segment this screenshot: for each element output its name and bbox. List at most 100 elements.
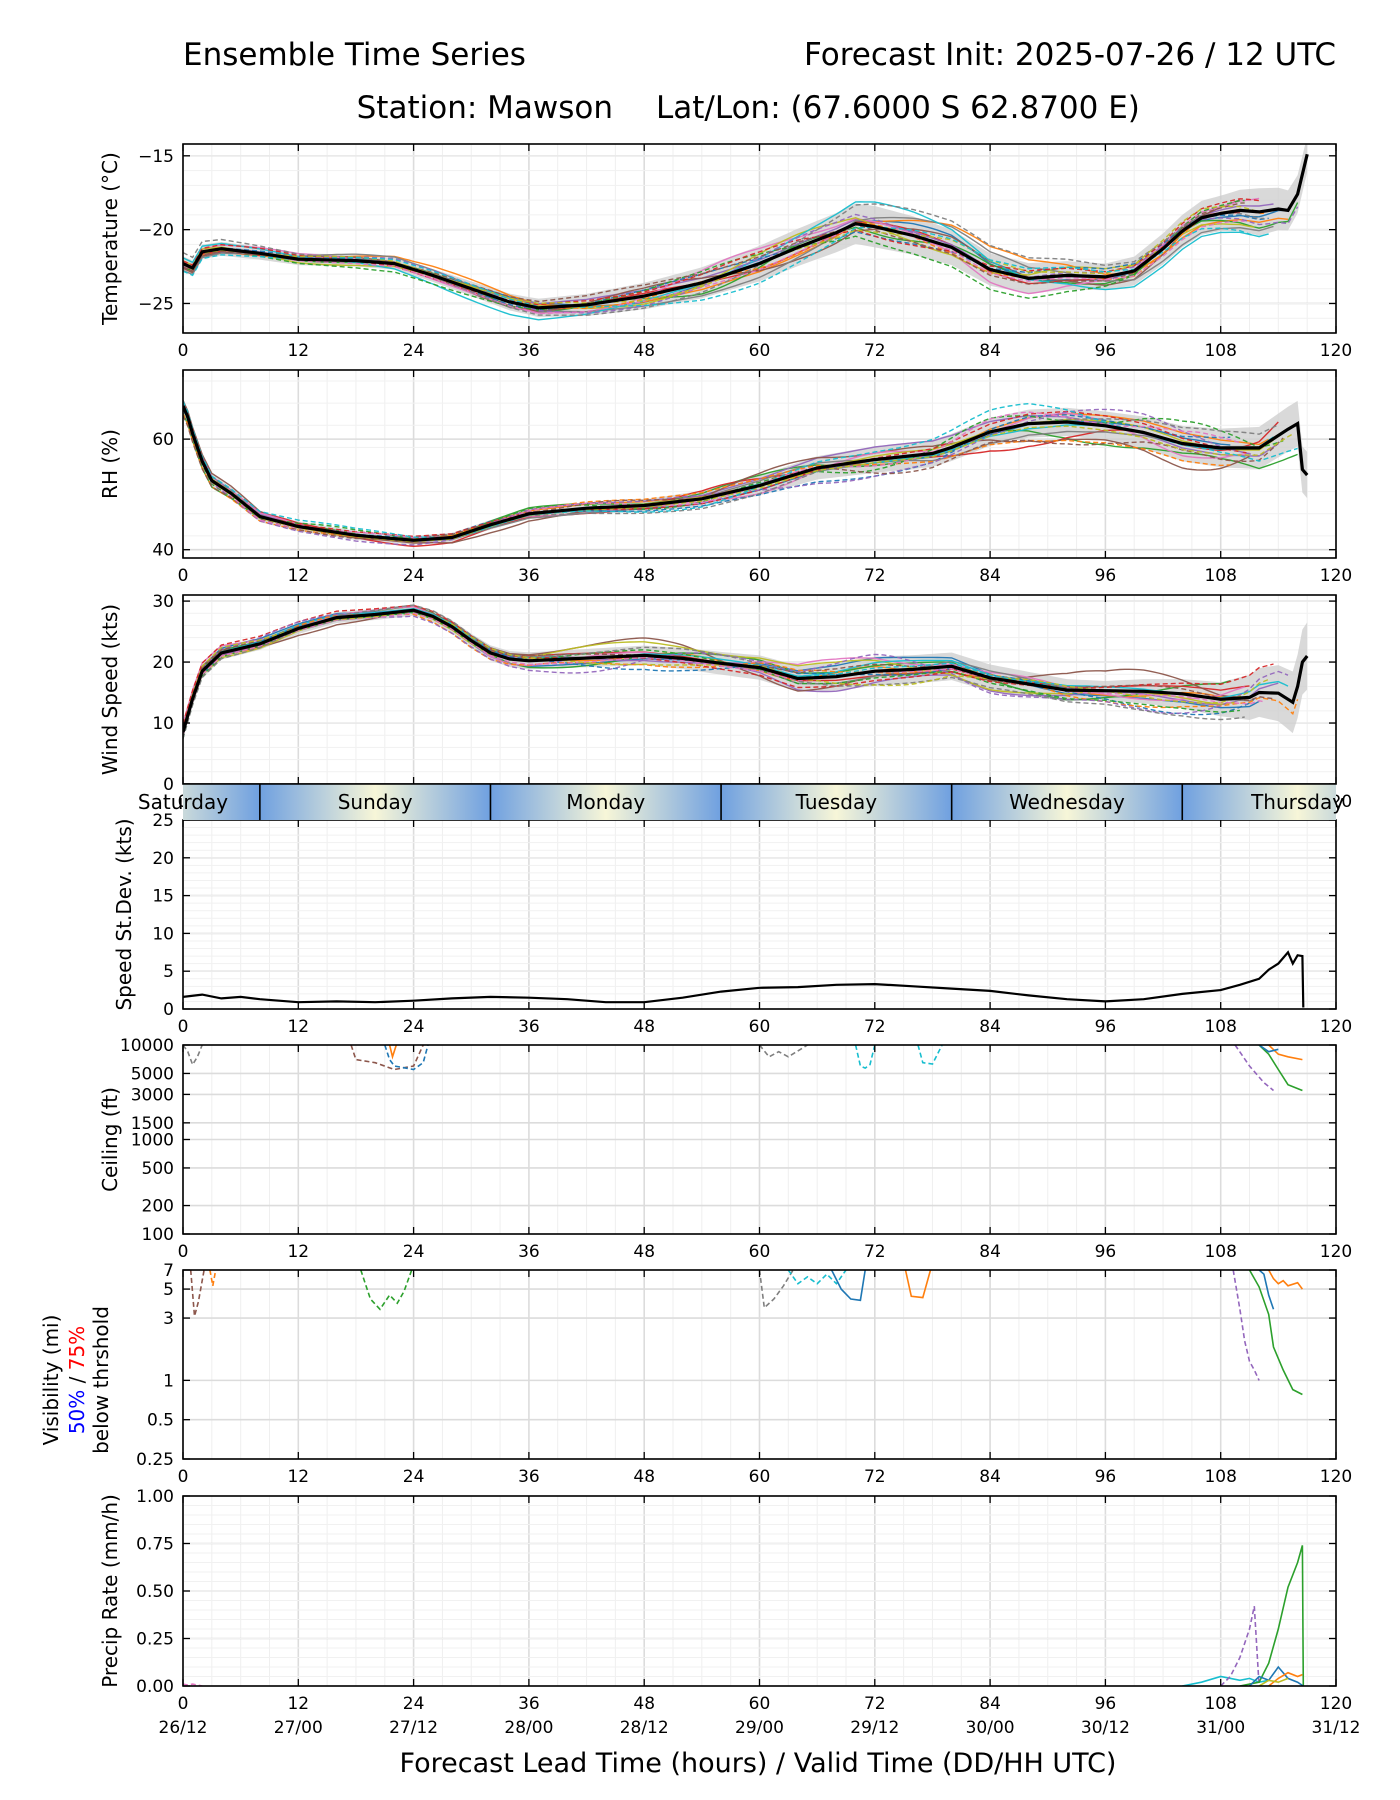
axis: 0 12 24 36 48 60 72 84 96 108 120 0.00 0.25 0.50 0.75 1… bbox=[98, 1487, 1352, 1714]
x-tick-label: 0 bbox=[178, 1242, 189, 1262]
ensemble-mean-line bbox=[183, 405, 1309, 542]
plot-area bbox=[189, 1270, 1304, 1396]
y-tick-label: 1000 bbox=[131, 1131, 174, 1151]
grid bbox=[182, 1269, 1337, 1460]
axis: 0 12 24 36 48 60 72 84 96 108 120 100 200 500 10001500… bbox=[98, 1036, 1352, 1262]
y-tick-label: 3000 bbox=[131, 1085, 174, 1105]
valid-time-label: 31/00 bbox=[1196, 1718, 1245, 1738]
x-tick-label: 36 bbox=[518, 341, 540, 361]
x-tick-label: 0 bbox=[178, 1694, 189, 1714]
member-line bbox=[183, 203, 1264, 316]
day-label: Saturday bbox=[138, 790, 228, 814]
day-band bbox=[1182, 784, 1337, 820]
series-line bbox=[758, 1270, 794, 1310]
series-line bbox=[183, 1045, 203, 1067]
y-tick-label: 10000 bbox=[120, 1036, 174, 1056]
x-tick-label: 60 bbox=[749, 341, 771, 361]
series-line bbox=[787, 1270, 847, 1285]
panels: 0 12 24 36 48 60 72 84 96 108 120−25−20−15Temperat… bbox=[98, 143, 1352, 1714]
y-axis-label: Ceiling (ft) bbox=[98, 1087, 122, 1192]
y-tick-label: 3 bbox=[163, 1309, 174, 1329]
grid bbox=[182, 370, 1337, 559]
x-tick-label: 36 bbox=[518, 1694, 540, 1714]
valid-time-label: 27/00 bbox=[274, 1718, 323, 1738]
panel-6: 0 12 24 36 48 60 72 84 96 108 120 0.25 0.5 1 3 57 bbox=[136, 1261, 1352, 1487]
day-label: Wednesday bbox=[1009, 790, 1125, 814]
y-tick-label: −20 bbox=[138, 221, 174, 241]
member-line bbox=[183, 604, 1245, 739]
plot-area bbox=[183, 399, 1309, 548]
series-line bbox=[1220, 1606, 1260, 1686]
series-line bbox=[183, 950, 1305, 1008]
y-tick-label: 20 bbox=[152, 849, 174, 869]
y-tick-label: 0.5 bbox=[147, 1411, 174, 1431]
spread-band bbox=[183, 399, 1308, 545]
x-tick-label: 36 bbox=[518, 1467, 540, 1487]
valid-time-label: 29/12 bbox=[850, 1718, 899, 1738]
x-tick-label: 108 bbox=[1204, 1242, 1236, 1262]
x-tick-label: 12 bbox=[287, 341, 309, 361]
panel-4: 0 12 24 36 48 60 72 84 96 108 120 0 5 10 15 20 25 Speed S… bbox=[112, 811, 1352, 1037]
x-tick-label: 108 bbox=[1204, 566, 1236, 586]
y-tick-label: 0.75 bbox=[136, 1535, 174, 1555]
x-tick-label: 96 bbox=[1095, 1242, 1117, 1262]
day-band bbox=[183, 784, 260, 820]
member-line bbox=[183, 205, 1255, 305]
y-tick-label: 0 bbox=[163, 1000, 174, 1020]
x-tick-label: 48 bbox=[633, 1694, 655, 1714]
x-tick-label: 24 bbox=[403, 566, 425, 586]
visibility-50pct: 50% bbox=[65, 1390, 89, 1434]
grid bbox=[182, 1044, 1337, 1235]
valid-time-label: 31/12 bbox=[1312, 1718, 1361, 1738]
member-line bbox=[183, 415, 1284, 540]
day-band bbox=[490, 784, 722, 820]
x-tick-label: 120 bbox=[1320, 1467, 1352, 1487]
x-tick-label: 48 bbox=[633, 566, 655, 586]
day-label: Thursday bbox=[1250, 790, 1344, 814]
y-tick-label: 20 bbox=[152, 653, 174, 673]
y-tick-label: 200 bbox=[142, 1197, 174, 1217]
series-line bbox=[830, 1270, 866, 1302]
x-tick-label: 72 bbox=[864, 1467, 886, 1487]
x-tick-label: 120 bbox=[1320, 341, 1352, 361]
x-tick-label: 72 bbox=[864, 1017, 886, 1037]
x-tick-label: 72 bbox=[864, 566, 886, 586]
x-tick-label: 60 bbox=[749, 1694, 771, 1714]
x-tick-label: 60 bbox=[749, 1242, 771, 1262]
x-tick-label: 84 bbox=[979, 566, 1001, 586]
x-tick-label: 108 bbox=[1204, 1694, 1236, 1714]
panel-7: 0 12 24 36 48 60 72 84 96 108 120 0.00 0.25 0.50 0.75 1… bbox=[98, 1487, 1352, 1714]
member-line bbox=[183, 220, 1245, 315]
x-tick-label: 0 bbox=[178, 1017, 189, 1037]
x-tick-label: 84 bbox=[979, 1017, 1001, 1037]
y-tick-label: 5 bbox=[163, 1280, 174, 1300]
valid-time-label: 29/00 bbox=[735, 1718, 784, 1738]
x-tick-label: 72 bbox=[864, 341, 886, 361]
axis: 0 12 24 36 48 60 72 84 96 108 120 40 60 RH (%) bbox=[98, 370, 1352, 586]
panel-2: 0 12 24 36 48 60 72 84 96 108 120 40 60 RH (%) bbox=[98, 369, 1352, 586]
x-tick-label: 84 bbox=[979, 341, 1001, 361]
plot-area bbox=[183, 604, 1309, 740]
member-line bbox=[183, 610, 1255, 739]
valid-time-label: 26/12 bbox=[159, 1718, 208, 1738]
spread-band bbox=[183, 604, 1308, 740]
y-tick-label: 30 bbox=[152, 592, 174, 612]
y-axis-label: Temperature (°C) bbox=[98, 152, 122, 326]
x-tick-label: 24 bbox=[403, 1694, 425, 1714]
x-tick-label: 48 bbox=[633, 1242, 655, 1262]
station-latlon: Lat/Lon: (67.6000 S 62.8700 E) bbox=[656, 90, 1140, 126]
day-label: Tuesday bbox=[795, 790, 878, 814]
panel-3: 012243648607284961081200102030Wind Speed… bbox=[98, 592, 1352, 812]
valid-time-label: 30/00 bbox=[966, 1718, 1015, 1738]
plot-area bbox=[183, 1545, 1305, 1686]
x-tick-label: 12 bbox=[287, 1694, 309, 1714]
valid-time-label: 27/12 bbox=[389, 1718, 438, 1738]
plot-area bbox=[183, 950, 1305, 1008]
x-tick-label: 108 bbox=[1204, 1467, 1236, 1487]
axis: 0 12 24 36 48 60 72 84 96 108 120 0 5 10 15 20 25 Speed S… bbox=[112, 811, 1352, 1037]
y-tick-label: 25 bbox=[152, 811, 174, 831]
member-line bbox=[183, 217, 1289, 308]
member-line bbox=[183, 400, 1298, 538]
y-tick-label: −25 bbox=[138, 294, 174, 314]
day-label: Monday bbox=[566, 790, 645, 814]
